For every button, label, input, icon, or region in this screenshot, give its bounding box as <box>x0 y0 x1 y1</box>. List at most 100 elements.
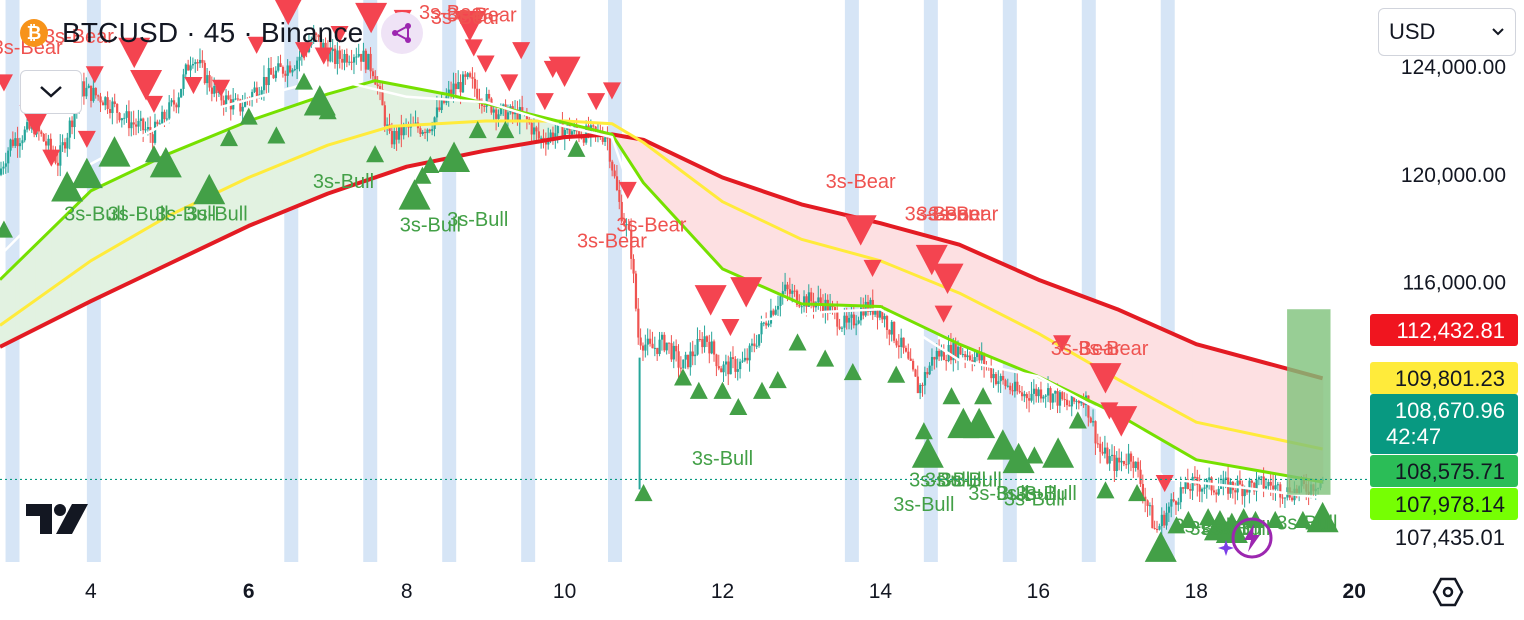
bear-cloud-segment <box>801 204 807 304</box>
bear-cloud-segment <box>892 226 897 315</box>
candle-body <box>710 341 713 354</box>
candle-body <box>376 84 379 87</box>
candle-body <box>1222 478 1225 487</box>
bear-cloud-segment <box>809 206 814 305</box>
bear-signal-triangle <box>314 47 333 65</box>
price-badge[interactable]: 112,432.81 <box>1370 314 1518 346</box>
candle-body <box>452 83 455 94</box>
candle-body <box>2 166 5 169</box>
candle-body <box>341 58 344 63</box>
candle-body <box>750 343 754 346</box>
price-badge[interactable]: 107,435.01 <box>1370 521 1518 553</box>
candle-body <box>87 85 90 88</box>
bear-signal-triangle <box>1089 363 1122 394</box>
candle-body <box>92 87 95 101</box>
share-icon[interactable] <box>381 12 424 54</box>
candle-body <box>132 122 135 125</box>
bull-cloud-segment <box>236 124 242 232</box>
candle-body <box>1039 389 1043 399</box>
candle-body <box>367 53 370 70</box>
candle-body <box>611 161 614 171</box>
bear-signal-triangle <box>330 25 349 44</box>
price-badge[interactable]: 107,978.14 <box>1370 488 1518 520</box>
bear-signal-label: 3s-Bear <box>1051 338 1121 360</box>
candle-body <box>461 74 465 93</box>
bull-cloud-segment <box>153 158 159 272</box>
bull-cloud-segment <box>276 110 281 215</box>
candle-body <box>675 345 678 352</box>
price-badge[interactable]: 109,801.23 <box>1370 362 1518 394</box>
tradingview-logo[interactable] <box>26 502 90 541</box>
candle-body <box>677 351 680 368</box>
bull-signal-triangle <box>413 166 432 184</box>
candle-body <box>1087 395 1090 418</box>
candle-body <box>935 350 938 360</box>
symbol-title[interactable]: BTCUSD · 45 · Binance <box>62 17 364 48</box>
candle-body <box>1058 392 1062 406</box>
candle-body <box>651 343 654 349</box>
bear-cloud-segment <box>1255 360 1261 471</box>
bear-cloud-segment <box>1133 316 1138 426</box>
bull-signal-triangle <box>1234 508 1253 526</box>
bull-cloud-segment <box>469 99 475 154</box>
bull-cloud-segment <box>185 145 191 256</box>
bear-cloud-segment <box>793 201 799 303</box>
candle-body <box>637 308 640 338</box>
bear-cloud-segment <box>635 138 641 177</box>
candle-body <box>108 109 112 114</box>
bull-signal-triangle <box>634 483 653 502</box>
candle-body <box>177 97 180 108</box>
candle-body <box>172 100 176 105</box>
candle-body <box>1070 394 1073 407</box>
candle-body <box>959 346 962 355</box>
bull-cloud-segment <box>193 141 199 253</box>
candle-body <box>670 343 673 360</box>
candle-body <box>360 53 363 62</box>
candle-body <box>713 341 716 355</box>
bear-cloud-segment <box>1077 294 1083 398</box>
bull-cloud-segment <box>422 89 427 164</box>
candle-body <box>1092 421 1095 423</box>
bear-cloud-segment <box>1196 344 1201 461</box>
candle-body <box>698 338 702 340</box>
flash-icon[interactable] <box>1218 516 1276 565</box>
bear-signal-triangle <box>844 215 877 246</box>
price-badge-bg <box>1370 314 1518 346</box>
settings-icon[interactable] <box>1432 576 1464 613</box>
bull-cloud-segment <box>363 82 368 182</box>
bull-cloud-segment <box>35 241 41 329</box>
collapse-legend-button[interactable] <box>20 70 82 114</box>
candle-body <box>61 142 64 146</box>
candle-body <box>715 354 718 367</box>
bull-cloud-segment <box>31 244 37 331</box>
candle-body <box>990 366 993 379</box>
bear-cloud-segment <box>765 192 771 290</box>
bull-cloud-segment <box>27 248 33 333</box>
candle-body <box>736 369 739 372</box>
bear-cloud-segment <box>805 205 810 305</box>
currency-select[interactable]: USD <box>1378 8 1516 56</box>
candle-body <box>722 364 725 373</box>
bull-cloud-segment <box>351 86 356 186</box>
price-badge[interactable]: 108,575.71 <box>1370 455 1518 487</box>
bear-signal-triangle <box>295 42 314 60</box>
bear-cloud-segment <box>710 171 716 261</box>
candle-body <box>270 68 273 75</box>
bull-cloud-segment <box>240 122 246 230</box>
bull-signal-triangle <box>1167 516 1186 534</box>
candle-body <box>817 297 820 303</box>
candle-body <box>992 374 995 379</box>
bear-cloud-segment <box>769 193 775 292</box>
bear-cloud-segment <box>675 154 680 222</box>
bear-signal-label: 3s-Bear <box>44 26 114 48</box>
bull-signal-label: 3s-Bull <box>64 203 125 225</box>
candle-body <box>82 81 86 97</box>
bull-cloud-segment <box>217 132 222 241</box>
bull-signal-triangle <box>421 155 440 174</box>
candle-body <box>563 129 566 139</box>
bear-signal-label: 3s-Bear <box>905 203 975 225</box>
candle-body <box>554 133 557 140</box>
